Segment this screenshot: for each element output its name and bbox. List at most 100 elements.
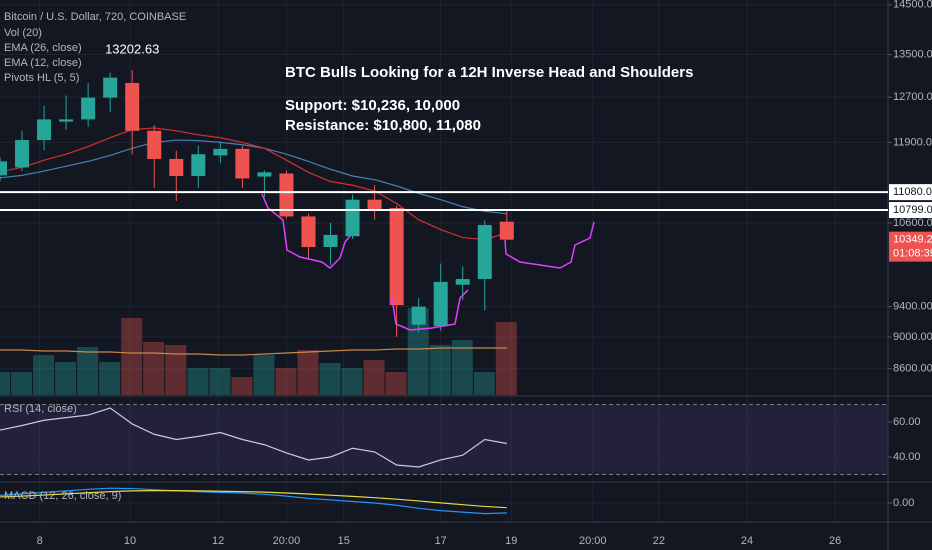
ema-line — [0, 127, 507, 241]
candle-body — [0, 161, 7, 176]
annotation: Resistance: $10,800, 11,080 — [285, 117, 481, 134]
price-label-box — [889, 184, 932, 201]
candle-body — [213, 148, 228, 156]
legend-entry: EMA (26, close) — [4, 42, 82, 54]
legend-entry: Vol (20) — [4, 27, 42, 39]
volume-bar — [55, 362, 77, 395]
volume-bar — [33, 355, 55, 395]
volume-bar — [385, 372, 407, 395]
volume-bar — [429, 345, 451, 395]
volume-bar — [121, 318, 143, 395]
candle-body — [367, 199, 382, 210]
y-tick-label: 10600.00 — [893, 217, 932, 229]
pane-title: MACD (12, 26, close, 9) — [4, 490, 121, 502]
x-tick-label: 26 — [829, 535, 841, 547]
volume-bar — [275, 368, 297, 395]
candle-body — [191, 154, 206, 176]
symbol-title: Bitcoin / U.S. Dollar, 720, COINBASE — [4, 11, 186, 23]
volume-bar — [209, 368, 231, 395]
indicator-line — [0, 490, 507, 509]
x-tick-label: 15 — [338, 535, 350, 547]
x-tick-label: 19 — [505, 535, 517, 547]
volume-bar — [363, 360, 385, 395]
candle-body — [125, 82, 140, 131]
volume-bar — [495, 322, 517, 395]
volume-bar — [319, 363, 341, 395]
candle-body — [81, 97, 96, 120]
candle-body — [455, 279, 470, 285]
candle-body — [257, 172, 272, 177]
candle-body — [59, 119, 74, 122]
y-tick-label: 8600.00 — [893, 362, 932, 374]
pivot-line — [261, 193, 351, 269]
pivot-label: 13202.63 — [105, 42, 159, 57]
volume-bar — [231, 377, 253, 395]
ema-line — [0, 139, 507, 215]
y-tick-label: 11900.00 — [893, 136, 932, 148]
volume-ma — [0, 347, 507, 356]
candle-body — [433, 281, 448, 327]
volume-bar — [143, 342, 165, 395]
x-tick-label: 12 — [212, 535, 224, 547]
pane-title: RSI (14, close) — [4, 403, 77, 415]
x-tick-label: 10 — [124, 535, 136, 547]
price-label: 10799.00 — [893, 204, 932, 216]
candle-body — [103, 77, 118, 98]
annotation-title: BTC Bulls Looking for a 12H Inverse Head… — [285, 64, 693, 81]
pivot-line — [504, 221, 595, 269]
candle-body — [15, 140, 30, 168]
volume-bar — [99, 362, 121, 395]
candle-body — [345, 199, 360, 237]
grid — [0, 0, 888, 522]
indicator-line — [0, 487, 507, 515]
volume-bar — [165, 345, 187, 395]
volume-bar — [473, 372, 495, 395]
x-tick-label: 8 — [37, 535, 43, 547]
last-price-box — [889, 231, 932, 262]
candle-body — [147, 130, 162, 159]
volume-bar — [11, 372, 33, 395]
volume-bar — [187, 368, 209, 395]
x-tick-label: 22 — [653, 535, 665, 547]
y-tick-label: 9000.00 — [893, 331, 932, 343]
annotation: Support: $10,236, 10,000 — [285, 97, 460, 114]
y-tick-label: 12700.00 — [893, 91, 932, 103]
y-tick-label: 40.00 — [893, 451, 921, 463]
y-tick-label: 0.00 — [893, 497, 914, 509]
y-tick-label: 13500.00 — [893, 48, 932, 60]
price-label: 11080.01 — [893, 186, 932, 198]
volume-bar — [253, 355, 275, 395]
x-tick-label: 24 — [741, 535, 753, 547]
candle-body — [235, 148, 250, 179]
x-tick-label: 17 — [435, 535, 447, 547]
volume-bar — [0, 372, 10, 395]
volume-bar — [451, 340, 473, 395]
candle-body — [389, 208, 404, 306]
legend-entry: Pivots HL (5, 5) — [4, 72, 79, 84]
volume-bar — [341, 368, 363, 395]
y-tick-label: 9400.00 — [893, 301, 932, 313]
x-tick-label: 20:00 — [579, 535, 607, 547]
candle-body — [169, 158, 184, 176]
price-label-box — [889, 202, 932, 219]
candle-body — [411, 306, 426, 325]
legend-entry: EMA (12, close) — [4, 57, 82, 69]
candle-body — [37, 119, 52, 141]
candle-body — [499, 221, 514, 240]
rsi-band — [0, 404, 888, 475]
last-price-label: 10349.23 — [893, 234, 932, 246]
volume-bar — [77, 347, 99, 395]
pivot-line — [391, 289, 469, 331]
candle-body — [477, 224, 492, 280]
volume-bar — [297, 350, 319, 395]
indicator-line — [0, 407, 507, 468]
candle-body — [323, 234, 338, 248]
candle-body — [301, 216, 316, 248]
candle-body — [279, 173, 294, 217]
x-tick-label: 20:00 — [273, 535, 301, 547]
y-tick-label: 14500.00 — [893, 0, 932, 11]
countdown: 01:08:39 — [893, 248, 932, 260]
y-tick-label: 60.00 — [893, 416, 921, 428]
